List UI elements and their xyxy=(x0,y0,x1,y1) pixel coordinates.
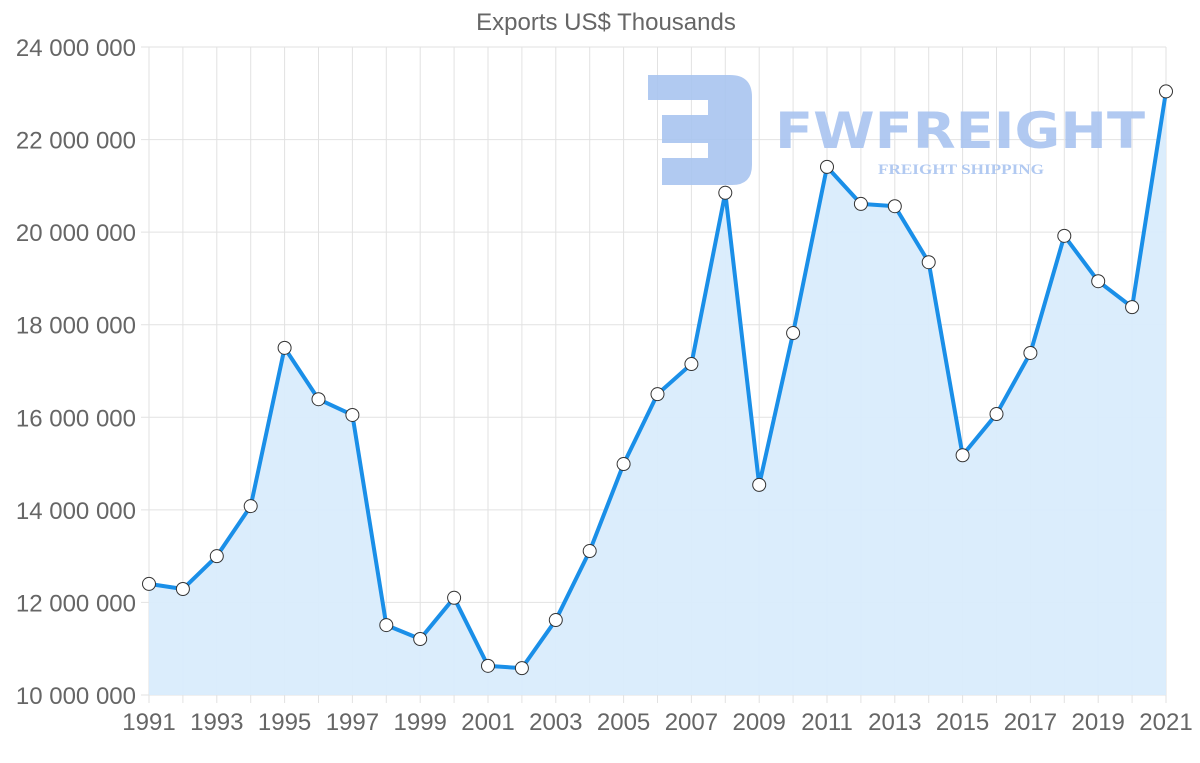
data-point-2006[interactable] xyxy=(650,387,665,402)
y-tick-label: 18 000 000 xyxy=(16,313,136,340)
x-tick-label: 2013 xyxy=(868,709,921,736)
data-point-1998[interactable] xyxy=(379,618,394,633)
data-point-2007[interactable] xyxy=(684,357,699,372)
data-point-2018[interactable] xyxy=(1057,228,1072,243)
data-point-2020[interactable] xyxy=(1125,300,1140,315)
data-point-2001[interactable] xyxy=(481,658,495,673)
data-point-1996[interactable] xyxy=(311,392,326,407)
x-tick-label: 1999 xyxy=(394,709,447,736)
x-tick-label: 2003 xyxy=(529,709,582,736)
data-point-1992[interactable] xyxy=(175,582,190,597)
data-point-2000[interactable] xyxy=(447,590,462,605)
watermark-brand: FWFREIGHT xyxy=(775,102,1145,160)
x-tick-label: 2011 xyxy=(801,709,853,736)
data-point-2014[interactable] xyxy=(921,255,936,270)
x-tick-label: 2009 xyxy=(733,709,786,736)
data-point-2017[interactable] xyxy=(1023,345,1038,360)
data-point-2005[interactable] xyxy=(616,457,631,472)
y-tick-label: 10 000 000 xyxy=(16,683,136,710)
fwfreight-logo-icon xyxy=(648,75,752,185)
data-point-2011[interactable] xyxy=(820,159,834,174)
data-point-2013[interactable] xyxy=(887,199,902,214)
data-point-1995[interactable] xyxy=(277,340,292,355)
data-point-2015[interactable] xyxy=(955,448,970,463)
area-fill xyxy=(149,91,1166,696)
data-point-2002[interactable] xyxy=(514,661,529,676)
y-tick-label: 20 000 000 xyxy=(16,220,136,247)
data-point-2003[interactable] xyxy=(548,613,563,628)
x-tick-label: 2007 xyxy=(665,709,718,736)
data-point-1993[interactable] xyxy=(209,549,224,564)
y-tick-label: 22 000 000 xyxy=(16,128,136,155)
watermark-tagline: FREIGHT SHIPPING xyxy=(878,162,1044,178)
x-tick-label: 2021 xyxy=(1139,709,1192,736)
data-point-1994[interactable] xyxy=(243,499,258,514)
data-point-1997[interactable] xyxy=(345,407,360,422)
x-tick-label: 1997 xyxy=(326,709,379,736)
y-tick-label: 12 000 000 xyxy=(16,590,136,617)
data-points xyxy=(142,84,1173,676)
data-point-2008[interactable] xyxy=(718,185,733,200)
area-shape xyxy=(149,91,1166,696)
data-point-2009[interactable] xyxy=(752,477,767,492)
y-tick-label: 16 000 000 xyxy=(16,405,136,432)
fwfreight-watermark: FWFREIGHT FREIGHT SHIPPING xyxy=(648,75,1145,185)
data-point-1991[interactable] xyxy=(142,576,156,591)
x-tick-label: 1993 xyxy=(190,709,243,736)
chart-title: Exports US$ Thousands xyxy=(476,9,736,36)
x-tick-label: 2015 xyxy=(936,709,989,736)
x-tick-label: 2005 xyxy=(597,709,650,736)
x-tick-label: 2001 xyxy=(461,709,514,736)
data-point-2010[interactable] xyxy=(786,326,801,341)
y-tick-label: 24 000 000 xyxy=(16,35,136,62)
x-tick-label: 1991 xyxy=(122,709,175,736)
y-axis-labels: 10 000 000 12 000 000 14 000 000 16 000 000… xyxy=(16,35,136,710)
y-tick-label: 14 000 000 xyxy=(16,498,136,525)
data-point-1999[interactable] xyxy=(413,631,428,646)
x-tick-label: 2019 xyxy=(1072,709,1125,736)
data-point-2012[interactable] xyxy=(853,196,868,211)
data-point-2019[interactable] xyxy=(1091,274,1106,289)
x-axis-labels: 1991 1993 1995 1997 1999 2001 2003 2005 2007 2009… xyxy=(122,709,1192,736)
data-point-2016[interactable] xyxy=(989,407,1004,422)
x-tick-label: 2017 xyxy=(1004,709,1057,736)
data-point-2004[interactable] xyxy=(582,544,597,559)
data-point-2021[interactable] xyxy=(1159,84,1173,99)
x-tick-label: 1995 xyxy=(258,709,311,736)
